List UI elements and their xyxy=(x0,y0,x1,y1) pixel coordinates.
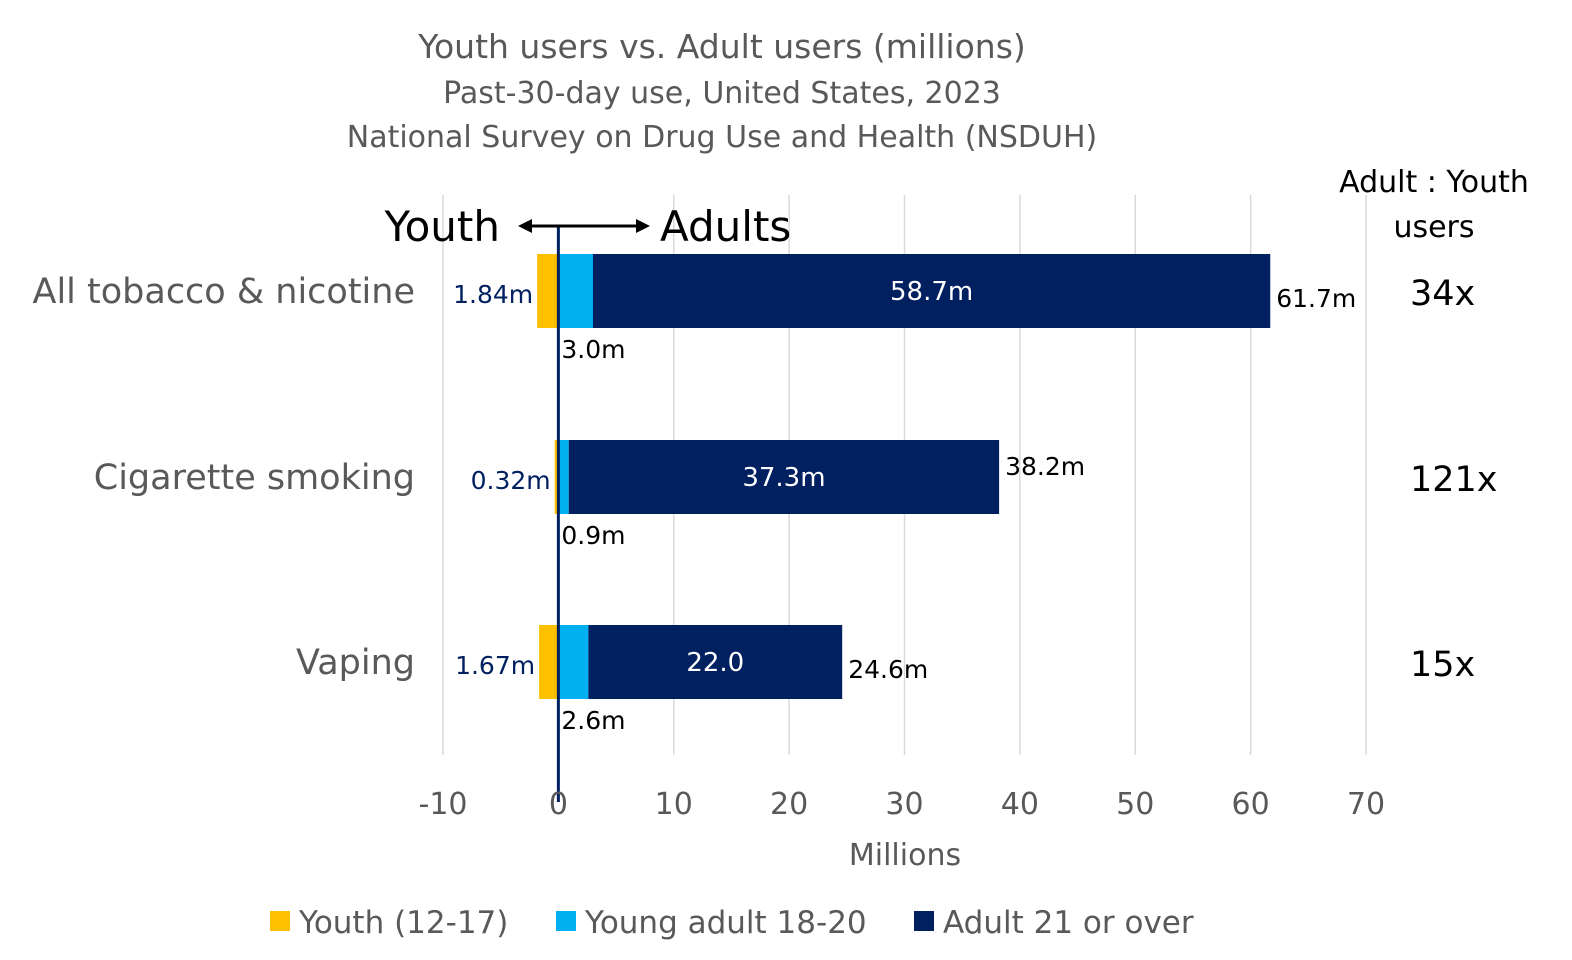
legend-label: Adult 21 or over xyxy=(943,905,1194,941)
x-tick-label: 0 xyxy=(549,787,568,822)
legend-item: Youth (12-17) xyxy=(270,905,508,941)
x-axis-title: Millions xyxy=(849,838,961,873)
x-tick-label: 40 xyxy=(1001,787,1039,822)
chart-subtitle-2: National Survey on Drug Use and Health (… xyxy=(347,120,1097,155)
bar-adult xyxy=(568,440,1000,514)
young-adult-value-label: 0.9m xyxy=(561,521,625,550)
adult-value-label: 37.3m xyxy=(742,463,825,493)
youth-value-label: 1.67m xyxy=(455,651,535,680)
legend-label: Youth (12-17) xyxy=(298,905,508,941)
category-label: Cigarette smoking xyxy=(94,458,415,498)
ratio-header-line-1: Adult : Youth xyxy=(1339,165,1529,200)
total-value-label: 61.7m xyxy=(1276,284,1356,313)
ratio-value: 34x xyxy=(1410,274,1475,314)
legend-item: Adult 21 or over xyxy=(914,905,1194,941)
bar-youth xyxy=(539,625,559,699)
adult-value-label: 58.7m xyxy=(890,277,973,307)
x-tick-label: 60 xyxy=(1232,787,1270,822)
bar-adult xyxy=(588,625,843,699)
arrow-right-head xyxy=(636,219,650,233)
arrow-left-head xyxy=(518,219,532,233)
chart-subtitle-1: Past-30-day use, United States, 2023 xyxy=(443,76,1001,111)
x-tick-label: 30 xyxy=(885,787,923,822)
total-value-label: 38.2m xyxy=(1005,452,1085,481)
x-tick-label: 70 xyxy=(1347,787,1385,822)
bar-youth xyxy=(537,254,559,328)
bar-young-adult xyxy=(558,254,593,328)
bar-young-adult xyxy=(558,625,589,699)
x-tick-label: 20 xyxy=(770,787,808,822)
legend-swatch xyxy=(270,911,290,931)
legend-swatch xyxy=(914,911,934,931)
bar-adult xyxy=(592,254,1271,328)
x-tick-label: -10 xyxy=(419,787,468,822)
direction-label-youth: Youth xyxy=(384,202,500,251)
x-tick-label: 50 xyxy=(1116,787,1154,822)
legend-item: Young adult 18-20 xyxy=(556,905,867,941)
legend: Youth (12-17) Young adult 18-20 Adult 21 o… xyxy=(270,905,1194,941)
bars-layer xyxy=(537,226,1271,802)
bar-young-adult xyxy=(558,440,569,514)
category-label: All tobacco & nicotine xyxy=(33,272,416,312)
legend-label: Young adult 18-20 xyxy=(584,905,867,941)
x-tick-label: 10 xyxy=(655,787,693,822)
labels-layer: -10 0 10 20 30 40 50 60 70 All tobacco & nicotine… xyxy=(33,272,1498,822)
category-label: Vaping xyxy=(296,643,415,683)
ratio-value: 121x xyxy=(1410,460,1498,500)
direction-arrow xyxy=(518,219,650,233)
ratio-header-line-2: users xyxy=(1393,210,1474,245)
legend-swatch xyxy=(556,911,576,931)
youth-value-label: 0.32m xyxy=(471,466,551,495)
chart-title: Youth users vs. Adult users (millions) xyxy=(417,27,1026,66)
young-adult-value-label: 3.0m xyxy=(561,335,625,364)
total-value-label: 24.6m xyxy=(848,655,928,684)
young-adult-value-label: 2.6m xyxy=(561,706,625,735)
bar-youth xyxy=(554,440,559,514)
adult-value-label: 22.0 xyxy=(686,648,744,678)
ratio-value: 15x xyxy=(1410,645,1475,685)
youth-value-label: 1.84m xyxy=(453,280,533,309)
direction-label-adults: Adults xyxy=(660,202,791,251)
